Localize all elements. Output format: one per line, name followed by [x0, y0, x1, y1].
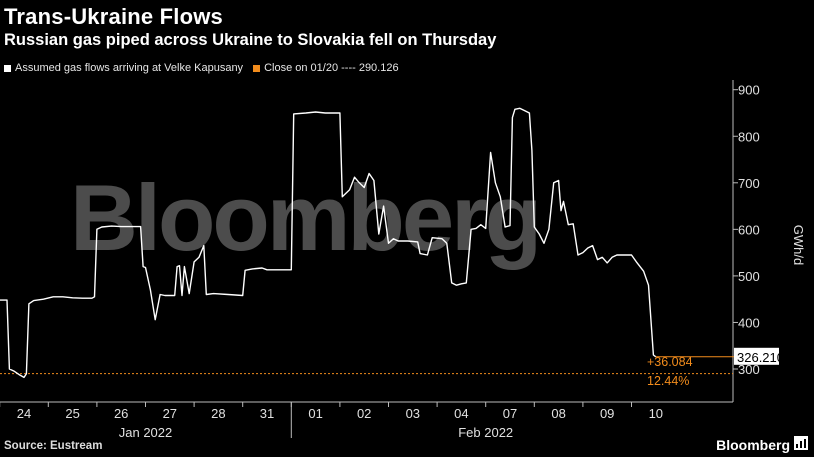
month-label: Feb 2022 — [458, 425, 513, 440]
x-tick-label: 04 — [454, 406, 468, 421]
last-value-box — [734, 347, 779, 365]
legend-label-close: Close on 01/20 ---- 290.126 — [264, 62, 399, 74]
y-axis-label: GWh/d — [791, 225, 806, 265]
y-tick-label: 500 — [738, 269, 760, 284]
axes: 300 400 500 600 700 800 900 GWh/d 24 25 26 27 28 31 01… — [0, 80, 806, 440]
watermark: Bloomberg — [70, 165, 539, 270]
legend-item-flows: Assumed gas flows arriving at Velke Kapu… — [4, 62, 243, 74]
chart-subtitle: Russian gas piped across Ukraine to Slov… — [4, 31, 497, 49]
series-layer — [0, 107, 657, 379]
month-label: Jan 2022 — [119, 425, 173, 440]
y-tick-label: 600 — [738, 222, 760, 237]
change-pct-label: 12.44% — [647, 374, 689, 388]
y-tick-label: 800 — [738, 129, 760, 144]
annotations: 326.210 +36.084 12.44% — [647, 347, 784, 388]
legend-swatch-close — [253, 64, 261, 72]
x-tick-label: 25 — [65, 406, 79, 421]
series-line-flows — [0, 107, 657, 379]
x-tick-label: 07 — [503, 406, 517, 421]
x-tick-label: 31 — [260, 406, 274, 421]
brand-logo: Bloomberg — [716, 436, 808, 453]
brand-name: Bloomberg — [716, 436, 790, 453]
legend: Assumed gas flows arriving at Velke Kapu… — [4, 62, 409, 74]
x-tick-label: 10 — [649, 406, 663, 421]
y-tick-label: 900 — [738, 83, 760, 98]
x-tick-label: 08 — [551, 406, 565, 421]
x-tick-label: 28 — [211, 406, 225, 421]
y-tick-label: 700 — [738, 176, 760, 191]
x-tick-label: 09 — [600, 406, 614, 421]
chart-title: Trans-Ukraine Flows — [4, 4, 223, 29]
y-tick-label: 400 — [738, 315, 760, 330]
x-tick-label: 01 — [308, 406, 322, 421]
legend-swatch-flows — [4, 64, 11, 72]
x-tick-label: 26 — [114, 406, 128, 421]
source-note: Source: Eustream — [4, 440, 103, 452]
brand-bars-icon — [794, 436, 808, 453]
x-tick-label: 02 — [357, 406, 371, 421]
y-tick-label: 300 — [738, 362, 760, 377]
change-abs-label: +36.084 — [647, 355, 693, 369]
legend-item-close: Close on 01/20 ---- 290.126 — [253, 62, 399, 74]
x-tick-label: 24 — [17, 406, 31, 421]
last-value-label: 326.210 — [737, 350, 784, 365]
legend-label-flows: Assumed gas flows arriving at Velke Kapu… — [15, 62, 244, 74]
x-tick-label: 27 — [163, 406, 177, 421]
x-tick-label: 03 — [406, 406, 420, 421]
